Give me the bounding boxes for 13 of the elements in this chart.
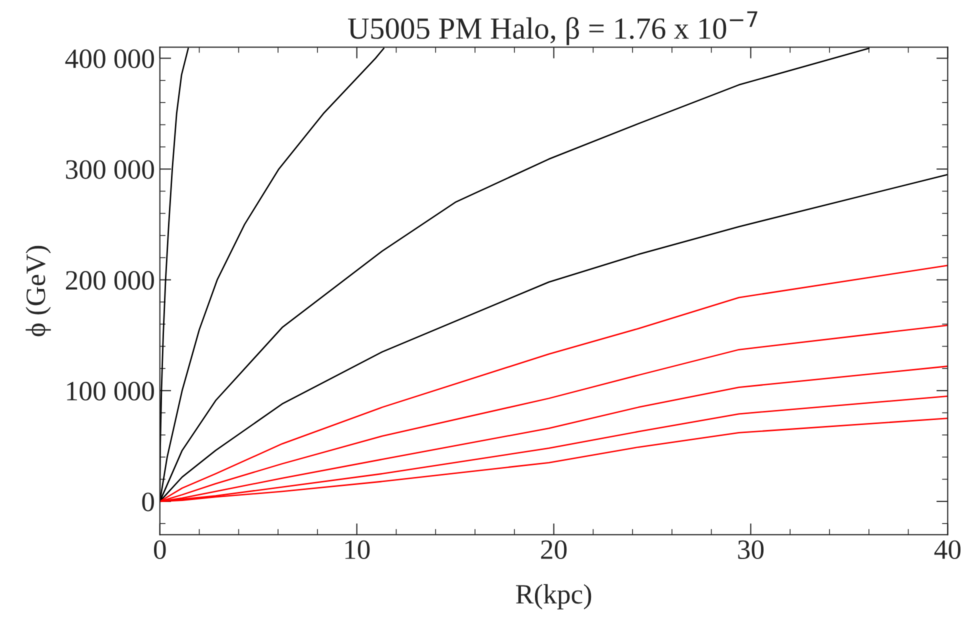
y-tick-label: 400 000 [65,49,154,68]
x-tick-label: 40 [934,540,961,560]
x-tick-label: 20 [541,540,567,560]
x-tick-label: 0 [154,540,166,560]
x-axis-title: R(kpc) [516,584,592,610]
y-tick-label: 200 000 [66,271,154,290]
y-tick-label: 300 000 [66,160,154,179]
y-tick-label: 100 000 [67,382,154,401]
y-tick-label: 0 [142,492,154,512]
chart-title: U5005 PM Halo, β = 1.76 x 10$^{−7}$ [348,11,758,46]
x-tick-label: 30 [738,540,764,560]
y-axis-title: ϕ (GeV) [26,246,51,336]
x-tick-label: 10 [345,540,370,560]
